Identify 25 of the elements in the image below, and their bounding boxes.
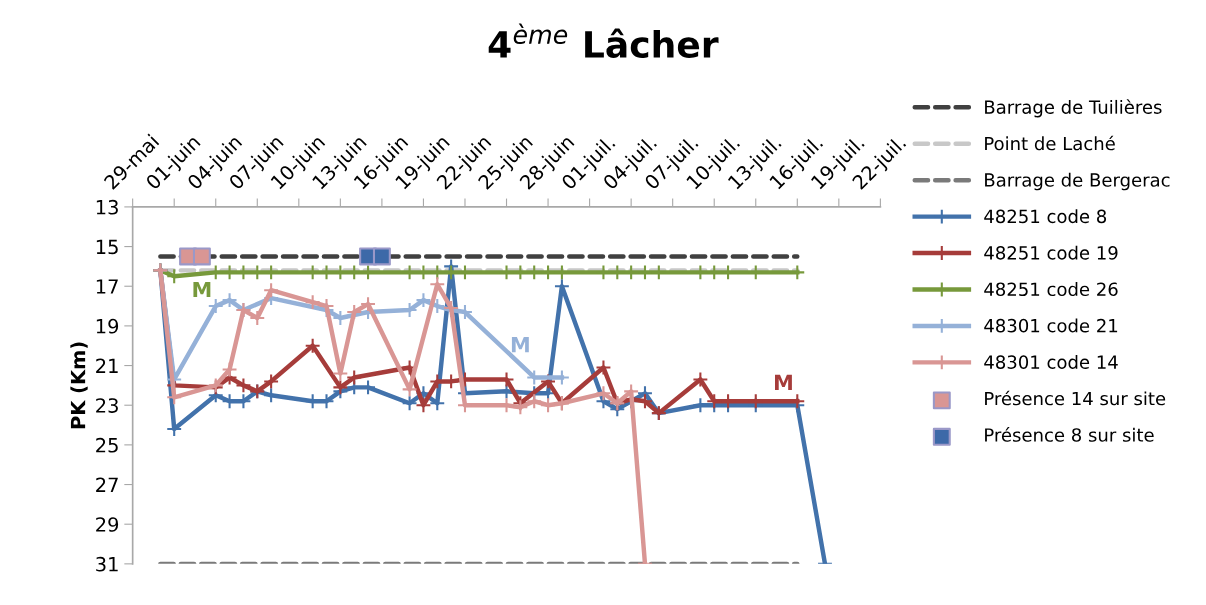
y-tick-label: 21 [96, 358, 118, 373]
legend-label: 48301 code 14 [984, 354, 1118, 369]
legend-label: Présence 14 sur site [985, 390, 1166, 406]
annotation: M [775, 374, 792, 390]
legend-label: Barrage de Bergerac [985, 172, 1170, 191]
y-tick-label: 25 [96, 437, 118, 453]
annotation: M [193, 281, 211, 298]
legend-label: 48301 code 21 [984, 318, 1118, 333]
legend-label: 48251 code 26 [984, 282, 1118, 297]
y-tick-label: 17 [96, 279, 118, 294]
annotation: M [511, 337, 529, 353]
legend-label: Barrage de Tuilières [985, 99, 1162, 118]
y-axis-title: PK (Km) [70, 342, 88, 429]
y-tick-label: 29 [96, 517, 119, 532]
y-tick-label: 13 [96, 199, 118, 215]
legend-label: 48251 code 19 [984, 245, 1118, 260]
y-tick-label: 23 [96, 398, 118, 413]
y-tick-label: 27 [96, 477, 118, 492]
legend-label: 48251 code 8 [984, 209, 1107, 224]
y-tick-label: 15 [96, 239, 118, 255]
y-tick-label: 19 [96, 318, 119, 334]
chart-title: 4$^{ème}$ Lâcher [488, 23, 719, 59]
legend-label: Point de Laché [985, 135, 1115, 151]
legend-label: Présence 8 sur site [985, 427, 1154, 442]
y-tick-label: 31 [96, 556, 118, 572]
